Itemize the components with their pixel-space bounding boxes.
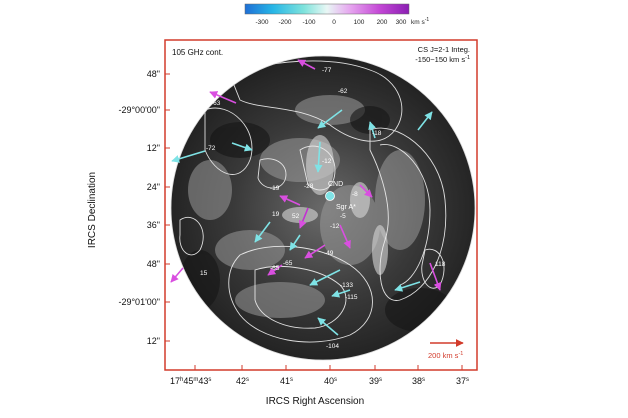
velocity-label: -19: [270, 185, 280, 192]
x-tick-marks: [194, 365, 463, 370]
velocity-arrow-redshifted: [339, 224, 351, 249]
colorbar-tick: 0: [332, 19, 336, 26]
y-tick-label: 12": [147, 336, 160, 346]
velocity-arrow-blueshifted: [317, 109, 343, 129]
sgra-marker: [325, 191, 335, 201]
y-tick-labels: 48" -29°00'00" 12" 24" 36" 48" -29°01'00…: [118, 69, 160, 346]
x-tick-label: 39s: [369, 376, 382, 386]
x-tick-label: 42s: [236, 376, 249, 386]
colorbar-unit: km s-1: [411, 17, 429, 26]
colorbar-tick: 300: [396, 19, 407, 26]
velocity-label: -77: [322, 67, 332, 74]
y-tick-label: -29°00'00": [118, 105, 160, 115]
velocity-label: -133: [340, 282, 353, 289]
velocity-arrow-redshifted: [170, 267, 184, 283]
y-tick-marks: [165, 73, 170, 342]
x-tick-label: 38s: [412, 376, 425, 386]
line-label: CS J=2-1 Integ.: [418, 45, 470, 54]
velocity-arrow-blueshifted: [417, 111, 433, 131]
y-tick-label: 36": [147, 220, 160, 230]
velocity-range-label: -150~150 km s-1: [415, 55, 470, 64]
velocity-arrow-redshifted: [209, 91, 237, 104]
velocity-label: 15: [200, 270, 208, 277]
x-tick-label: 17h45m43s: [170, 376, 211, 386]
velocity-arrow-blueshifted: [289, 234, 301, 251]
velocity-label: -12: [322, 158, 332, 165]
y-tick-label: 12": [147, 143, 160, 153]
velocity-arrow-blueshifted: [171, 150, 206, 163]
velocity-label: -18: [372, 130, 382, 137]
colorbar-tick: 200: [377, 19, 388, 26]
sgra-label: Sgr A*: [336, 204, 356, 211]
velocity-label: 19: [272, 211, 280, 218]
y-tick-label: -29°01'00": [118, 297, 160, 307]
velocity-label: 52: [292, 213, 300, 220]
x-tick-label: 37s: [456, 376, 469, 386]
colorbar-ticks: -300 -200 -100 0 100 200 300: [255, 19, 406, 26]
velocity-labels: -77 -62 -63 -72 -12 -28 -19 52 19 -65 -5…: [200, 67, 446, 350]
velocity-label: -49: [324, 250, 334, 257]
y-axis-label: IRCS Declination: [87, 172, 98, 248]
colorbar-tick: -200: [278, 19, 291, 26]
scale-label: 200 km s-1: [428, 351, 463, 360]
x-tick-label: 40s: [324, 376, 337, 386]
continuum-label: 105 GHz cont.: [172, 48, 223, 57]
continuum-image: [171, 56, 475, 360]
x-axis-label: IRCS Right Ascension: [266, 396, 364, 407]
velocity-arrow-blueshifted: [254, 221, 271, 243]
velocity-label: -72: [206, 145, 216, 152]
y-tick-label: 24": [147, 182, 160, 192]
velocity-label: 118: [435, 261, 446, 268]
velocity-arrow-blueshifted: [309, 269, 341, 286]
x-tick-labels: 17h45m43s 42s 41s 40s 39s 38s 37s: [170, 376, 469, 386]
velocity-arrow-blueshifted: [394, 281, 421, 292]
colorbar: [244, 3, 410, 15]
velocity-arrow-redshifted: [298, 207, 309, 229]
velocity-label: -63: [211, 100, 221, 107]
velocity-arrow-redshifted: [297, 59, 316, 70]
velocity-arrow-redshifted: [279, 195, 301, 206]
velocity-arrow-blueshifted: [368, 121, 376, 139]
primary-beam-edge: [170, 55, 476, 361]
velocity-arrows: [170, 59, 442, 336]
velocity-arrow-redshifted: [304, 244, 326, 259]
y-tick-label: 48": [147, 259, 160, 269]
velocity-label: -115: [345, 294, 358, 301]
velocity-label: -28: [304, 183, 314, 190]
velocity-arrow-redshifted: [267, 264, 283, 276]
velocity-arrow-redshifted: [429, 262, 442, 291]
velocity-arrow-blueshifted: [231, 142, 253, 152]
velocity-label: -65: [283, 260, 293, 267]
y-tick-label: 48": [147, 69, 160, 79]
velocity-arrow-blueshifted: [331, 289, 351, 298]
cnd-label: CND: [328, 181, 343, 188]
velocity-label: -62: [338, 88, 348, 95]
panel-frame: [164, 39, 478, 371]
velocity-label: -12: [330, 223, 340, 230]
velocity-arrow-blueshifted: [314, 141, 323, 173]
velocity-label: -8: [352, 191, 358, 198]
colorbar-tick: 100: [354, 19, 365, 26]
velocity-arrow-redshifted: [359, 184, 373, 198]
velocity-label: -104: [326, 343, 339, 350]
colorbar-tick: -100: [302, 19, 315, 26]
velocity-arrow-blueshifted: [317, 317, 339, 336]
velocity-label: -65: [270, 265, 280, 272]
velocity-label: -5: [340, 213, 346, 220]
colorbar-tick: -300: [255, 19, 268, 26]
x-tick-label: 41s: [280, 376, 293, 386]
